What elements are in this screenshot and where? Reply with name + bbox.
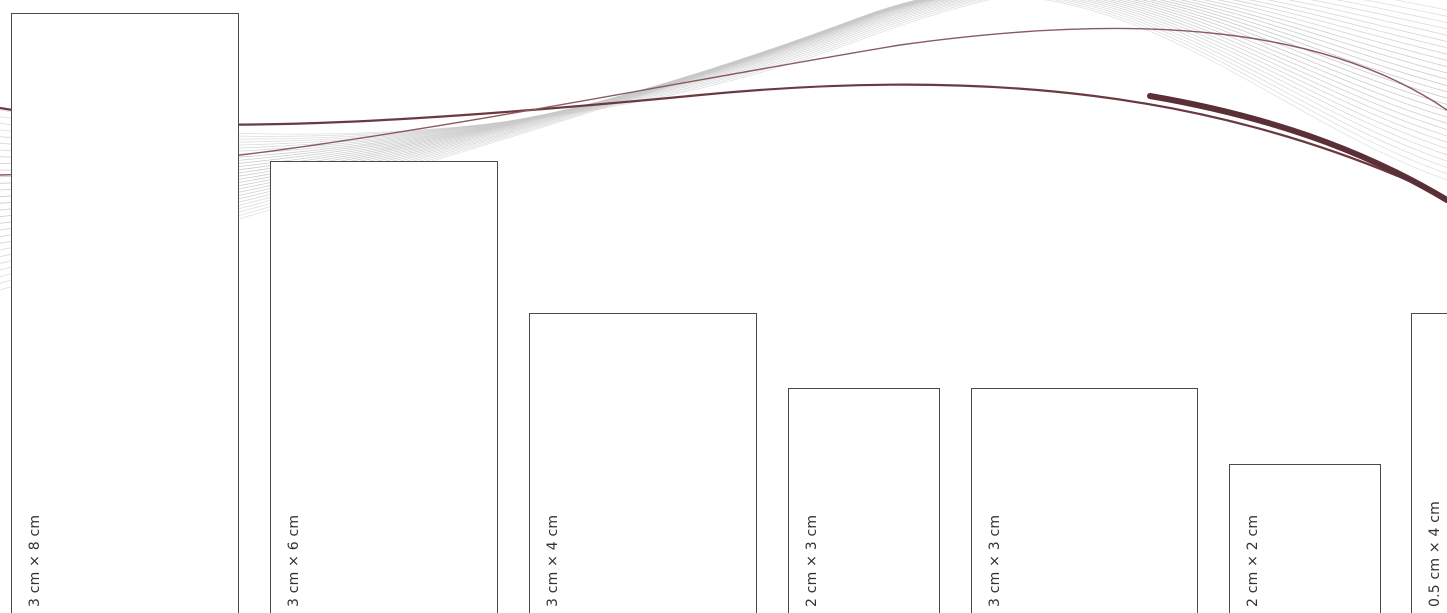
size-panel-5: 3 cm × 3 cm: [971, 388, 1198, 613]
size-label: 2 cm × 3 cm: [804, 514, 820, 607]
grey-wave-line: [0, 0, 1447, 178]
size-label: 3 cm × 8 cm: [27, 514, 43, 607]
size-label: 2 cm × 2 cm: [1245, 514, 1261, 607]
size-panel-3: 3 cm × 4 cm: [529, 313, 757, 613]
grey-wave-line: [0, 0, 1447, 165]
size-label: 0.5 cm × 4 cm: [1427, 501, 1443, 607]
size-panel-6: 2 cm × 2 cm: [1229, 464, 1381, 613]
grey-wave-line: [0, 0, 1447, 137]
grey-wave-line: [0, 0, 1447, 147]
grey-wave-line: [0, 0, 1447, 140]
size-label: 3 cm × 4 cm: [545, 514, 561, 607]
grey-wave-line: [0, 0, 1447, 135]
size-panel-7: 0.5 cm × 4 cm: [1411, 313, 1447, 613]
size-panel-4: 2 cm × 3 cm: [788, 388, 940, 613]
accent-wave-tail: [1147, 93, 1447, 203]
size-panel-1: 3 cm × 8 cm: [11, 13, 239, 613]
grey-wave-line: [0, 0, 1447, 155]
size-label: 3 cm × 3 cm: [987, 514, 1003, 607]
grey-wave-line: [0, 0, 1447, 171]
grey-wave-line: [0, 0, 1447, 150]
size-panel-2: 3 cm × 6 cm: [270, 161, 498, 613]
grey-wave-line: [0, 0, 1447, 143]
size-label: 3 cm × 6 cm: [286, 514, 302, 607]
